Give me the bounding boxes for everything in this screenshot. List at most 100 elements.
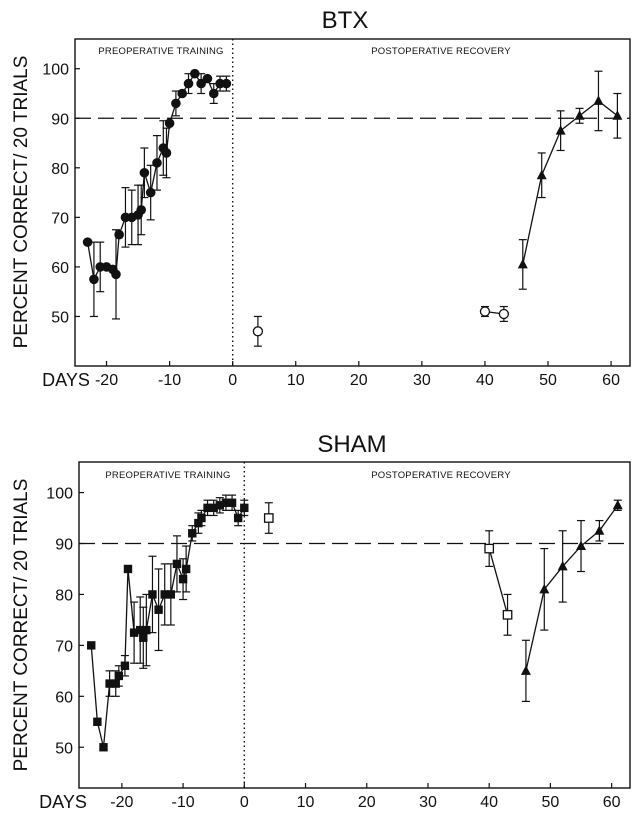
x-tick-label: 20 bbox=[358, 794, 376, 811]
data-point bbox=[227, 498, 237, 507]
x-tick-label: -10 bbox=[172, 794, 195, 811]
x-tick-label: 40 bbox=[476, 372, 494, 389]
plot-frame bbox=[74, 38, 631, 367]
data-point bbox=[89, 274, 99, 285]
data-point bbox=[82, 237, 93, 247]
data-point bbox=[105, 679, 114, 688]
x-tick-label: 0 bbox=[240, 794, 249, 811]
x-tick-label: 60 bbox=[603, 794, 621, 811]
series-line bbox=[522, 100, 618, 265]
y-tick-label: 100 bbox=[46, 486, 73, 503]
btx-panel: BTX PERCENT CORRECT/ 20 TRIALS DAYS PREO… bbox=[11, 7, 631, 390]
data-point bbox=[240, 503, 249, 513]
data-point bbox=[263, 513, 274, 523]
y-tick-label: 90 bbox=[51, 111, 69, 128]
data-point bbox=[539, 583, 550, 594]
region-label-postoperative: POSTOPERATIVE RECOVERY bbox=[371, 46, 511, 57]
y-tick-label: 80 bbox=[51, 161, 69, 178]
data-point bbox=[479, 306, 491, 317]
data-point bbox=[171, 98, 181, 109]
data-point bbox=[139, 167, 150, 178]
y-tick-label: 50 bbox=[55, 740, 73, 757]
data-point bbox=[209, 503, 218, 513]
data-point bbox=[139, 633, 148, 642]
data-point bbox=[123, 564, 133, 574]
y-tick-label: 90 bbox=[55, 537, 73, 554]
data-point bbox=[557, 560, 568, 571]
x-tick-label: 50 bbox=[539, 372, 557, 389]
data-point bbox=[517, 258, 528, 269]
x-tick-label: 0 bbox=[228, 372, 237, 389]
data-point bbox=[93, 717, 102, 726]
data-point bbox=[111, 269, 121, 280]
data-point bbox=[502, 609, 513, 620]
data-point bbox=[190, 68, 200, 79]
data-point bbox=[129, 628, 139, 637]
data-point bbox=[197, 513, 206, 523]
x-tick-label: 60 bbox=[602, 372, 620, 389]
data-point bbox=[99, 743, 108, 752]
y-axis-label: PERCENT CORRECT/ 20 TRIALS bbox=[11, 479, 32, 772]
data-point bbox=[136, 205, 147, 215]
data-point bbox=[520, 665, 531, 675]
data-point bbox=[498, 308, 510, 320]
data-point bbox=[152, 158, 162, 168]
data-point bbox=[612, 499, 623, 510]
data-point bbox=[183, 78, 194, 89]
data-point bbox=[114, 671, 123, 681]
data-point bbox=[166, 590, 176, 599]
data-point bbox=[233, 513, 243, 523]
region-label-preoperative: PREOPERATIVE TRAINING bbox=[105, 470, 230, 481]
data-point bbox=[148, 590, 157, 599]
data-point bbox=[120, 661, 130, 670]
data-point bbox=[114, 229, 124, 240]
x-tick-label: -20 bbox=[95, 372, 118, 389]
series-line bbox=[488, 548, 509, 615]
data-point bbox=[576, 540, 587, 551]
y-tick-label: 70 bbox=[51, 210, 69, 227]
x-tick-label: -10 bbox=[158, 372, 181, 389]
data-point bbox=[203, 503, 212, 513]
data-point bbox=[252, 326, 264, 337]
plot-frame bbox=[78, 461, 631, 789]
x-tick-label: 10 bbox=[287, 372, 305, 389]
panel-title: BTX bbox=[322, 7, 369, 34]
region-label-preoperative: PREOPERATIVE TRAINING bbox=[98, 46, 223, 57]
data-point bbox=[142, 625, 151, 635]
data-point bbox=[221, 78, 232, 89]
data-point bbox=[612, 110, 623, 120]
y-tick-label: 100 bbox=[42, 62, 69, 79]
data-point bbox=[181, 564, 191, 574]
y-axis-label: PERCENT CORRECT/ 20 TRIALS bbox=[11, 56, 32, 349]
data-point bbox=[172, 559, 182, 569]
data-point bbox=[177, 88, 188, 99]
x-tick-label: 30 bbox=[413, 372, 431, 389]
data-point bbox=[111, 679, 120, 688]
panel-title: SHAM bbox=[317, 431, 386, 458]
data-point bbox=[574, 110, 585, 120]
data-point bbox=[484, 543, 495, 554]
data-point bbox=[555, 125, 566, 135]
data-point bbox=[194, 518, 203, 528]
data-point bbox=[87, 641, 96, 650]
data-point bbox=[164, 118, 175, 129]
series-line bbox=[525, 504, 619, 671]
data-point bbox=[145, 187, 156, 198]
data-point bbox=[154, 605, 163, 614]
data-point bbox=[208, 88, 219, 99]
x-tick-label: 30 bbox=[419, 794, 437, 811]
data-point bbox=[215, 501, 225, 510]
y-tick-label: 50 bbox=[51, 309, 69, 326]
data-point bbox=[202, 73, 213, 84]
x-axis-label: DAYS bbox=[39, 792, 87, 812]
y-tick-label: 70 bbox=[55, 638, 73, 655]
data-point bbox=[161, 148, 172, 158]
x-axis-label: DAYS bbox=[42, 370, 90, 390]
data-point bbox=[594, 525, 605, 535]
region-label-postoperative: POSTOPERATIVE RECOVERY bbox=[371, 470, 511, 481]
x-tick-label: 20 bbox=[350, 372, 368, 389]
data-point bbox=[136, 625, 145, 635]
x-tick-label: 40 bbox=[480, 794, 498, 811]
y-tick-label: 60 bbox=[51, 260, 69, 277]
